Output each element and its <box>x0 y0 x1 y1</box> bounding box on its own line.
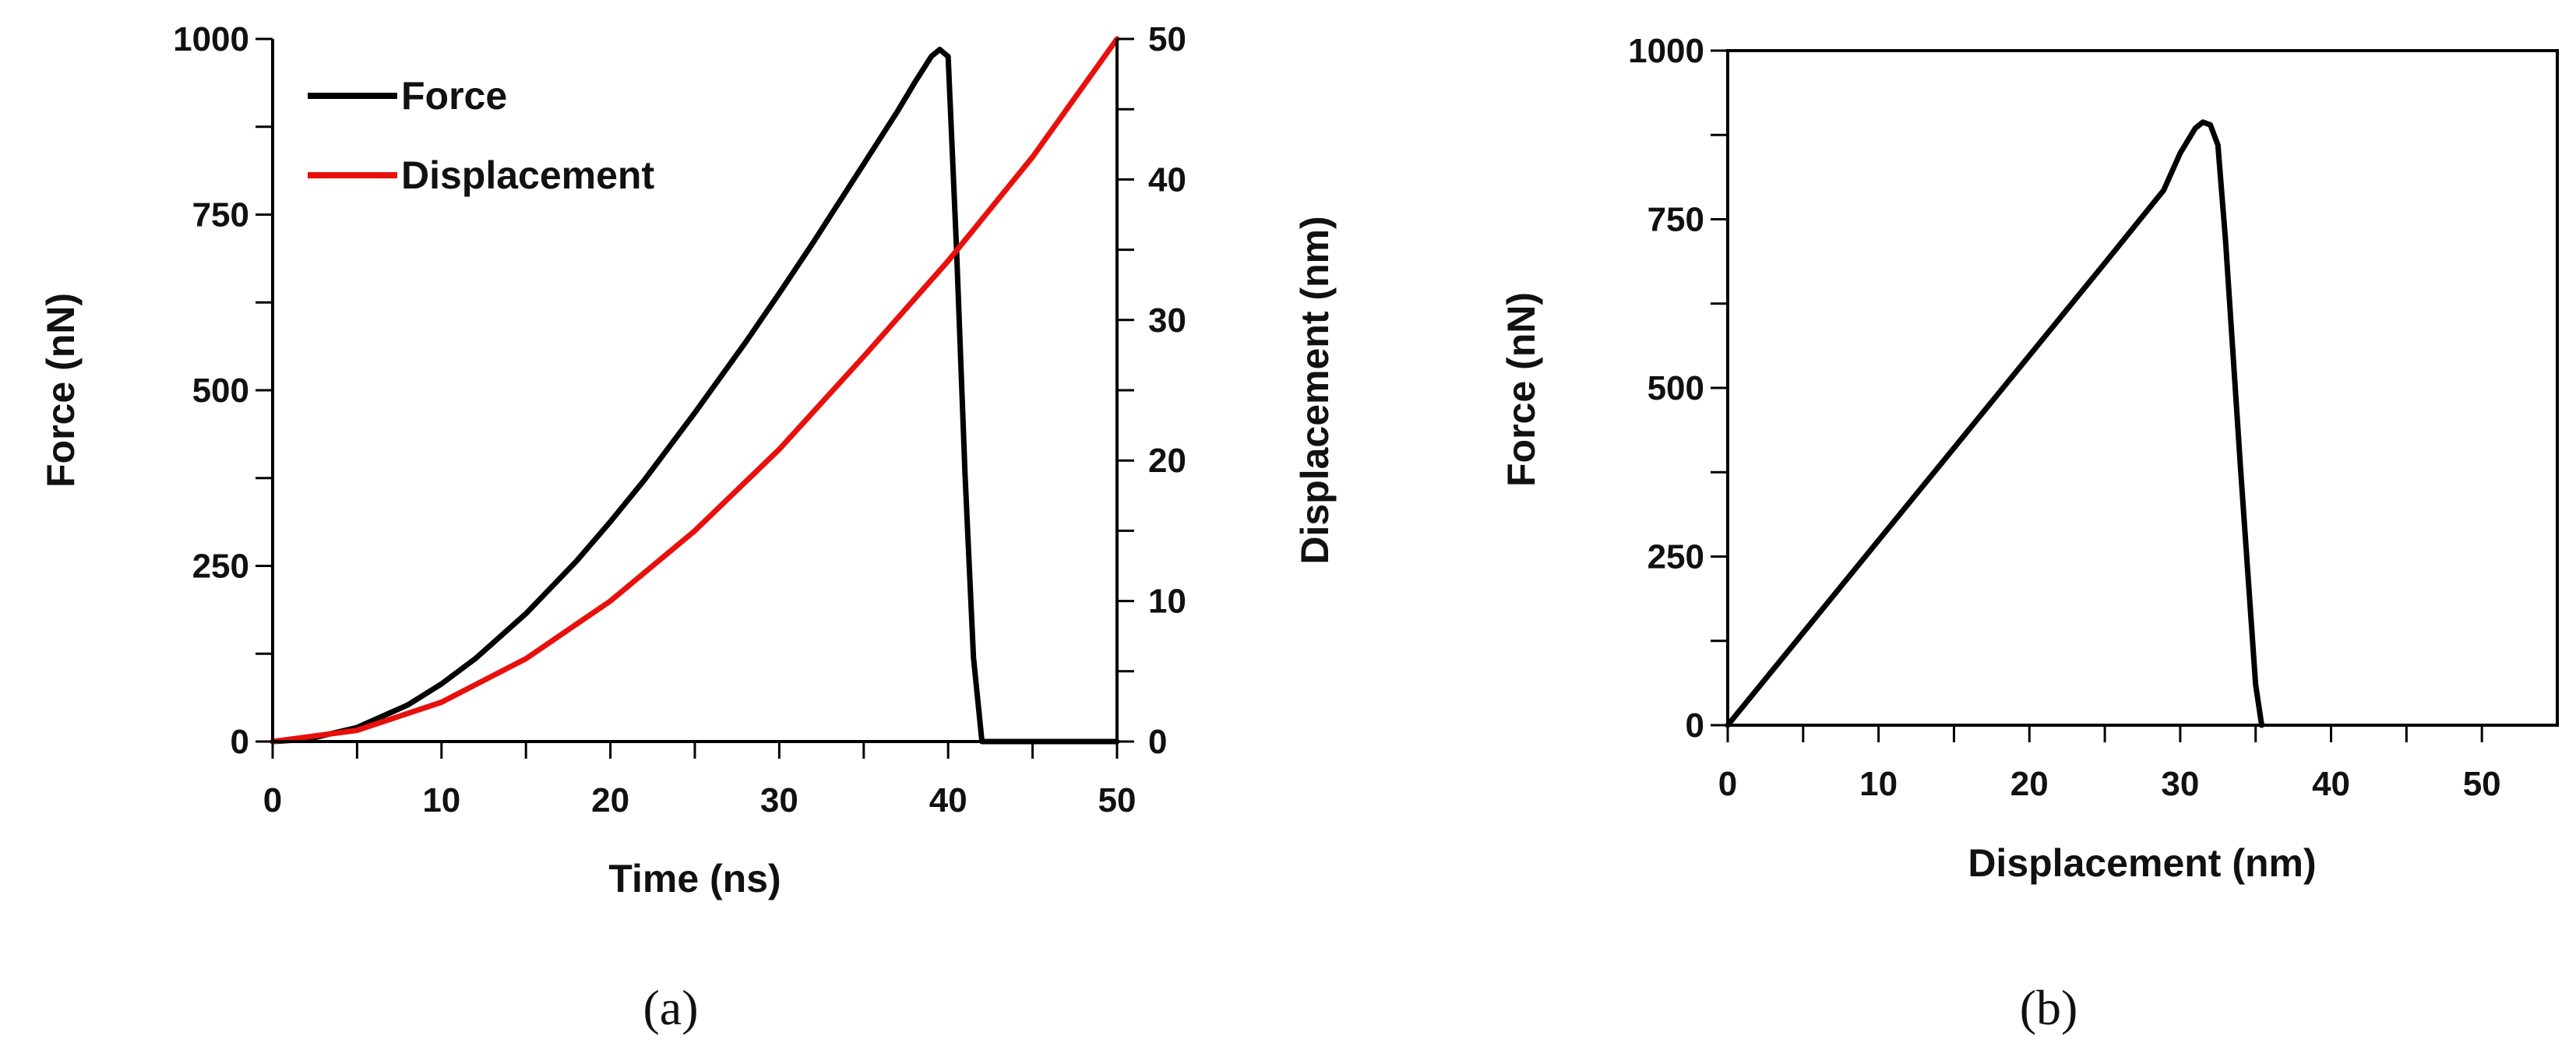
x-tick-label: 20 <box>2010 765 2049 803</box>
x-tick-label: 30 <box>760 781 798 819</box>
panel-b-x-axis-title: Displacement (nm) <box>1968 841 2316 885</box>
series-line-force <box>1725 119 2264 728</box>
y-tick-label: 500 <box>1647 369 1704 407</box>
y2-tick-label: 40 <box>1148 160 1186 199</box>
panel-b-content <box>1725 119 2264 728</box>
panel-b-plot-area <box>1726 49 2559 727</box>
x-tick-label: 40 <box>929 781 967 819</box>
y-tick-label: 0 <box>231 723 249 761</box>
series-line-displacement <box>270 36 1120 745</box>
panel-a-legend: Force Displacement <box>308 74 654 197</box>
legend-force-label: Force <box>401 74 507 118</box>
panel-b-label: (b) <box>2020 980 2078 1035</box>
y-tick-label: 1000 <box>1628 32 1704 70</box>
y-tick-label: 250 <box>1647 538 1704 576</box>
panel-a-y2-axis-title: Displacement (nm) <box>1293 216 1337 564</box>
x-tick-label: 10 <box>1859 765 1898 803</box>
series-line-force <box>270 47 1120 745</box>
y2-tick-label: 10 <box>1148 583 1186 621</box>
y-tick-label: 250 <box>192 548 249 586</box>
panel-a-label: (a) <box>643 980 698 1035</box>
panel-a-content <box>270 36 1120 745</box>
x-tick-label: 50 <box>1098 781 1136 819</box>
panel-a-x-axis-title: Time (ns) <box>608 857 781 900</box>
y2-tick-label: 20 <box>1148 442 1186 480</box>
y-tick-label: 750 <box>192 196 249 234</box>
x-tick-label: 10 <box>422 781 460 819</box>
y-tick-label: 500 <box>192 372 249 410</box>
y2-tick-label: 30 <box>1148 301 1186 340</box>
y2-tick-label: 0 <box>1148 723 1167 761</box>
x-tick-label: 20 <box>591 781 629 819</box>
y2-tick-label: 50 <box>1148 20 1186 58</box>
x-tick-label: 50 <box>2463 765 2501 803</box>
panel-a-plot-area <box>273 39 1117 742</box>
y-tick-label: 750 <box>1647 201 1704 239</box>
x-tick-label: 0 <box>1718 765 1737 803</box>
x-tick-label: 40 <box>2312 765 2350 803</box>
x-tick-label: 0 <box>263 781 282 819</box>
panel-a-y-axis-title: Force (nN) <box>39 293 83 488</box>
legend-displacement-label: Displacement <box>401 153 654 197</box>
panel-b-y-axis-title: Force (nN) <box>1499 292 1543 487</box>
y-tick-label: 0 <box>1686 706 1704 745</box>
x-tick-label: 30 <box>2161 765 2199 803</box>
y-tick-label: 1000 <box>173 20 249 58</box>
